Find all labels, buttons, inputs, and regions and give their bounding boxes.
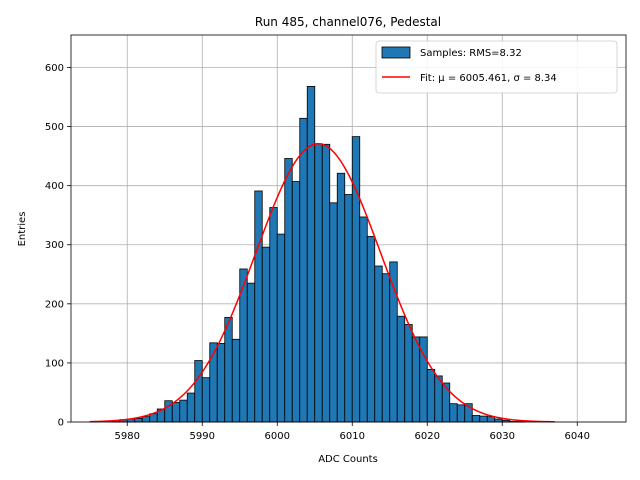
histogram-bar (269, 207, 278, 423)
histogram-bar (194, 360, 203, 423)
histogram-bar (366, 236, 376, 423)
histogram-bar (381, 273, 391, 423)
histogram-bar (261, 246, 271, 423)
histogram-bar (276, 233, 286, 423)
histogram-bar (186, 392, 196, 423)
legend-fit-label: Fit: μ = 6005.461, σ = 8.34 (420, 73, 557, 84)
histogram-bar (486, 416, 496, 423)
histogram-bar (134, 418, 143, 423)
histogram-bar (291, 181, 301, 423)
histogram-bar (216, 343, 226, 423)
x-axis-label: ADC Counts (318, 454, 378, 465)
y-tick-label: 600 (45, 63, 64, 74)
legend-histogram-swatch (381, 46, 411, 59)
y-axis-ticks: 0 100 200 300 400 500 600 (45, 63, 71, 429)
histogram-bar (231, 338, 241, 423)
x-tick-label: 6030 (490, 431, 515, 442)
y-tick-label: 0 (58, 418, 64, 429)
x-tick-label: 5980 (115, 431, 140, 442)
y-tick-label: 200 (45, 299, 64, 310)
y-axis-label: Entries (17, 212, 28, 247)
histogram-bar (404, 324, 413, 423)
y-tick-label: 100 (45, 358, 64, 369)
chart-title: Run 485, channel076, Pedestal (255, 15, 441, 29)
histogram-bar (314, 143, 323, 423)
histogram-bar (426, 369, 436, 423)
legend: Samples: RMS=8.32 Fit: μ = 6005.461, σ =… (375, 40, 618, 94)
histogram-bar (336, 172, 346, 423)
histogram-bar (306, 86, 316, 423)
plot-frame (70, 34, 627, 423)
x-tick-label: 6040 (565, 431, 590, 442)
legend-histogram-label: Samples: RMS=8.32 (420, 48, 522, 59)
histogram-bar (284, 158, 293, 423)
histogram-bar (179, 399, 188, 423)
histogram-bar (344, 194, 353, 423)
histogram-bar (254, 190, 263, 423)
histogram-bar (411, 336, 421, 423)
histogram-bar (321, 143, 331, 423)
x-axis-ticks: 5980 5990 6000 6010 6020 6030 6040 (115, 422, 590, 442)
histogram-bar (299, 117, 308, 423)
histogram-bar (171, 402, 181, 423)
histogram-bar (374, 265, 383, 423)
x-tick-label: 5990 (190, 431, 215, 442)
fit-curve (89, 142, 555, 423)
histogram-bar (329, 202, 338, 423)
histogram-bar (456, 404, 466, 423)
histogram-bar (246, 282, 256, 423)
histogram-bar (441, 382, 451, 423)
y-tick-label: 500 (45, 122, 64, 133)
histogram-bar (449, 403, 458, 423)
histogram-bar (359, 216, 368, 423)
x-tick-label: 6000 (265, 431, 290, 442)
histogram-bar (471, 415, 481, 423)
y-tick-label: 300 (45, 240, 64, 251)
x-tick-label: 6010 (340, 431, 365, 442)
histogram-bar (351, 136, 361, 423)
histogram-bar (494, 418, 503, 423)
histogram-bar (396, 315, 406, 423)
y-tick-label: 400 (45, 181, 64, 192)
legend-box (375, 40, 618, 94)
histogram-bar (201, 377, 211, 423)
histogram-bars (111, 86, 526, 423)
x-tick-label: 6020 (415, 431, 440, 442)
histogram-bar (479, 415, 488, 423)
histogram-bar (141, 416, 151, 423)
histogram-bar (224, 317, 233, 423)
